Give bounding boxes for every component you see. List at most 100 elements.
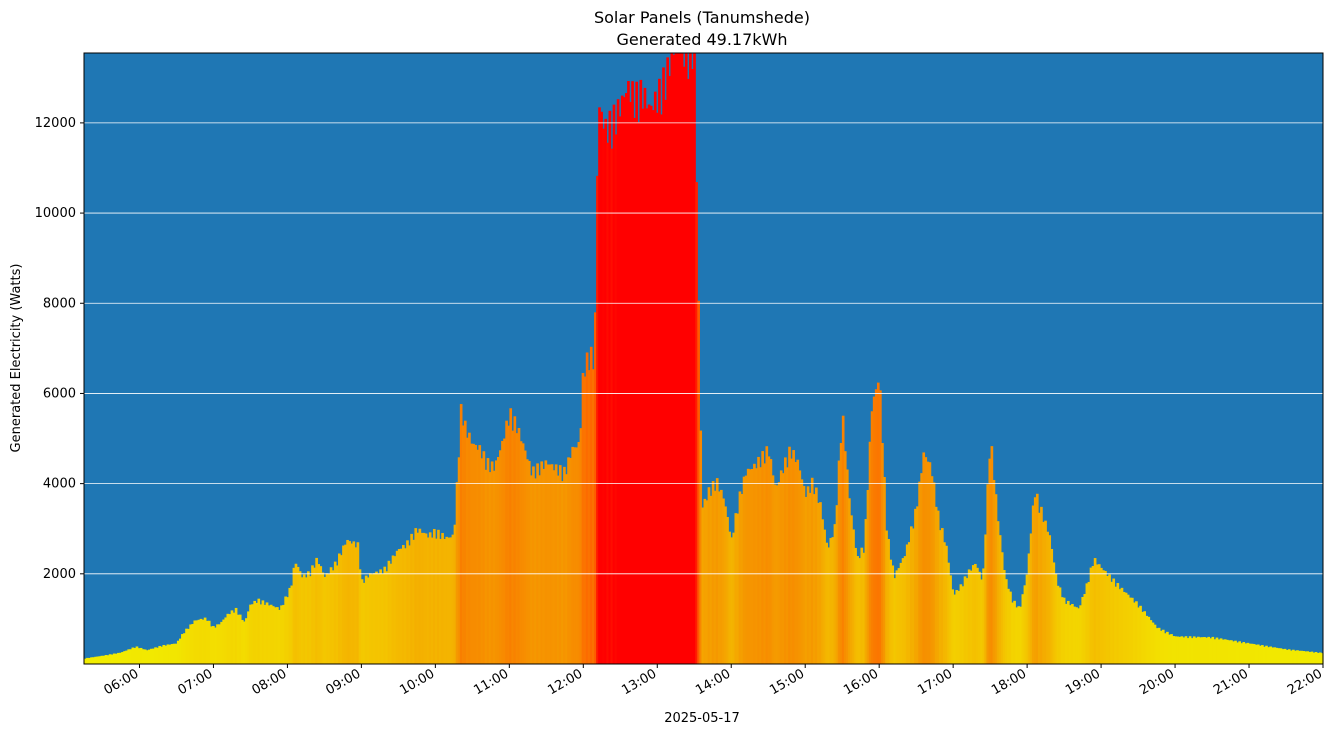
- generation-bar: [938, 530, 942, 664]
- generation-bar: [748, 469, 752, 664]
- generation-bar: [885, 530, 888, 664]
- generation-bar: [1035, 493, 1039, 664]
- generation-bar: [738, 491, 742, 664]
- generation-bar: [821, 519, 824, 664]
- generation-bar: [1031, 505, 1035, 664]
- generation-bar: [951, 589, 954, 664]
- generation-bar: [249, 604, 252, 664]
- generation-bar: [222, 619, 226, 664]
- generation-bar: [1007, 588, 1010, 664]
- generation-bar: [598, 107, 601, 665]
- generation-bar: [1040, 506, 1043, 664]
- generation-bar: [317, 564, 321, 664]
- generation-bar: [876, 382, 880, 664]
- generation-bar: [943, 542, 946, 664]
- generation-bar: [517, 428, 521, 664]
- generation-bar: [1242, 642, 1246, 664]
- generation-bar: [792, 450, 795, 664]
- generation-bar: [507, 425, 510, 664]
- generation-bar: [276, 607, 279, 664]
- generation-bar: [746, 468, 750, 664]
- generation-bar: [523, 450, 527, 664]
- generation-bar: [680, 53, 684, 664]
- generation-bar: [585, 352, 589, 664]
- generation-bar: [858, 558, 862, 664]
- generation-bar: [302, 574, 306, 664]
- generation-bar: [715, 478, 719, 664]
- generation-bar: [1296, 650, 1299, 664]
- generation-bar: [189, 624, 192, 664]
- generation-bar: [139, 647, 143, 664]
- generation-bar: [449, 537, 453, 664]
- generation-bar: [1170, 634, 1173, 664]
- generation-bar: [1157, 627, 1161, 664]
- generation-bar: [1176, 636, 1180, 664]
- generation-bar: [480, 458, 484, 664]
- generation-bar: [552, 470, 556, 664]
- generation-bar: [903, 556, 907, 664]
- x-tick-label: 15:00: [767, 666, 807, 698]
- generation-bar: [757, 456, 760, 664]
- generation-bar: [441, 533, 444, 664]
- generation-bar: [352, 541, 356, 664]
- generation-bar: [848, 498, 851, 664]
- generation-bar: [1267, 647, 1270, 664]
- generation-bar: [430, 537, 434, 664]
- generation-bar: [319, 566, 323, 664]
- plot-frame: [83, 52, 1324, 665]
- x-tick-label: 14:00: [693, 666, 733, 698]
- generation-bar: [207, 620, 211, 664]
- generation-bar: [841, 415, 845, 664]
- generation-bar: [243, 621, 246, 664]
- x-tick-label: 12:00: [545, 666, 585, 698]
- generation-bar: [1164, 633, 1167, 664]
- generation-bar: [152, 648, 155, 664]
- generation-bar: [379, 569, 382, 664]
- generation-bar: [1246, 642, 1250, 664]
- generation-bar: [653, 91, 657, 664]
- generation-bar: [994, 494, 998, 664]
- generation-bar: [794, 462, 798, 664]
- generation-bar: [92, 657, 95, 664]
- generation-bar: [148, 649, 151, 664]
- generation-bar: [259, 604, 263, 664]
- generation-bar: [490, 461, 494, 664]
- generation-bar: [470, 443, 473, 664]
- generation-bar: [1281, 649, 1285, 664]
- generation-bar: [499, 450, 502, 664]
- generation-bar: [1194, 637, 1198, 664]
- generation-bar: [831, 537, 835, 664]
- generation-bar: [1244, 643, 1248, 664]
- generation-bar: [323, 577, 327, 664]
- generation-bar: [168, 644, 172, 664]
- generation-bar: [125, 650, 128, 664]
- generation-bar: [753, 463, 756, 664]
- generation-bar: [513, 416, 517, 664]
- generation-bar: [837, 460, 841, 664]
- generation-bar: [1285, 650, 1289, 664]
- generation-bar: [790, 458, 793, 664]
- generation-bar: [883, 477, 886, 664]
- generation-bar: [1166, 631, 1169, 664]
- generation-bar: [110, 654, 114, 664]
- generation-bar: [945, 545, 948, 664]
- generation-bar: [162, 644, 166, 664]
- generation-bar: [581, 372, 585, 664]
- generation-bar: [278, 609, 281, 664]
- generation-bar: [773, 484, 777, 664]
- generation-bar: [488, 472, 492, 664]
- generation-bar: [350, 543, 354, 664]
- generation-bar: [670, 53, 674, 664]
- generation-bar: [920, 473, 923, 664]
- generation-bar: [325, 573, 329, 664]
- generation-bar: [1114, 586, 1118, 664]
- generation-bar: [212, 626, 215, 664]
- generation-bar: [1294, 650, 1297, 664]
- generation-bar: [492, 470, 496, 664]
- generation-bar: [385, 571, 389, 664]
- y-tick-label: 12000: [35, 116, 76, 131]
- generation-bar: [1029, 533, 1033, 664]
- generation-bar: [1042, 521, 1045, 664]
- generation-bar: [160, 646, 164, 664]
